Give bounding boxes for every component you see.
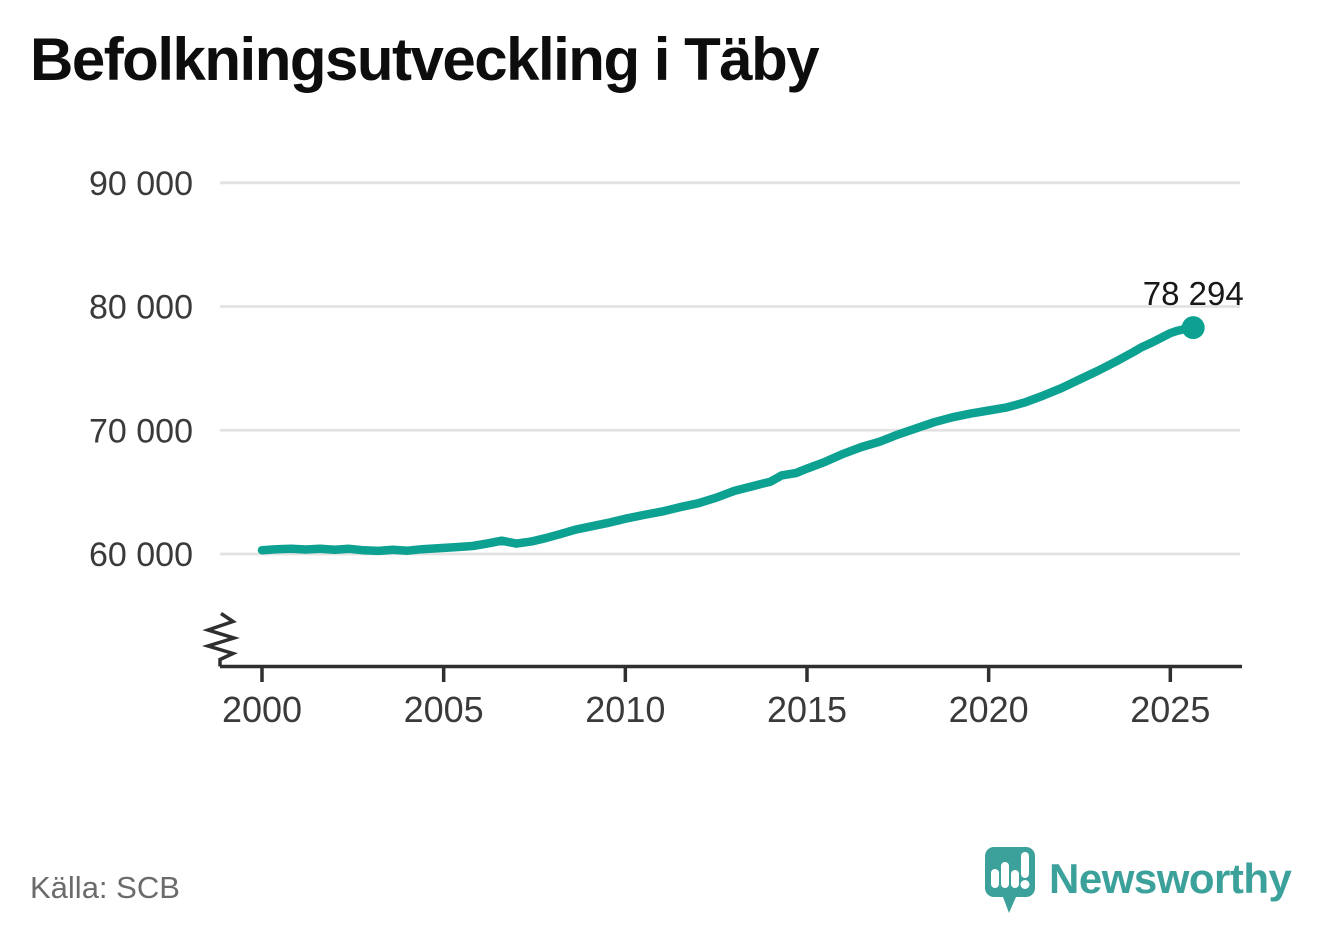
x-axis-tick-labels: 2000 2005 2010 2015 2020 2025 [222,689,1210,730]
y-axis-tick-label: 90 000 [89,165,193,203]
x-axis-tick-label: 2020 [949,689,1029,730]
bar-icon [1011,870,1019,888]
series-end-dot [1181,316,1205,340]
gridlines [220,181,1240,556]
y-axis-tick-label: 70 000 [89,412,193,450]
y-axis-tick-label: 60 000 [89,536,193,574]
x-axis-tick-label: 2015 [767,689,847,730]
x-axis-tick-label: 2025 [1130,689,1210,730]
newsworthy-logo-text: Newsworthy [1049,855,1292,902]
series-end-value-label: 78 294 [1143,275,1244,312]
chart-title: Befolkningsutveckling i Täby [30,26,820,93]
y-axis-break-icon [201,612,240,667]
y-axis-labels: 60 000 70 000 80 000 90 000 [89,165,193,574]
x-axis-tick-label: 2010 [585,689,665,730]
exclamation-stem-icon [1021,852,1029,878]
x-axis-tick-label: 2000 [222,689,302,730]
x-axis-ticks [220,664,1242,682]
population-line [257,323,1198,556]
x-axis: 2000 2005 2010 2015 2020 2025 [201,612,1242,730]
bar-icon [991,869,999,888]
y-axis-tick-label: 80 000 [89,289,193,327]
newsworthy-logo: Newsworthy [983,843,1292,915]
x-axis-tick-label: 2005 [404,689,484,730]
bar-icon [1001,862,1009,888]
newsworthy-chart-bubble-icon [985,847,1035,913]
source-note: Källa: SCB [30,870,180,905]
exclamation-dot-icon [1020,880,1030,889]
